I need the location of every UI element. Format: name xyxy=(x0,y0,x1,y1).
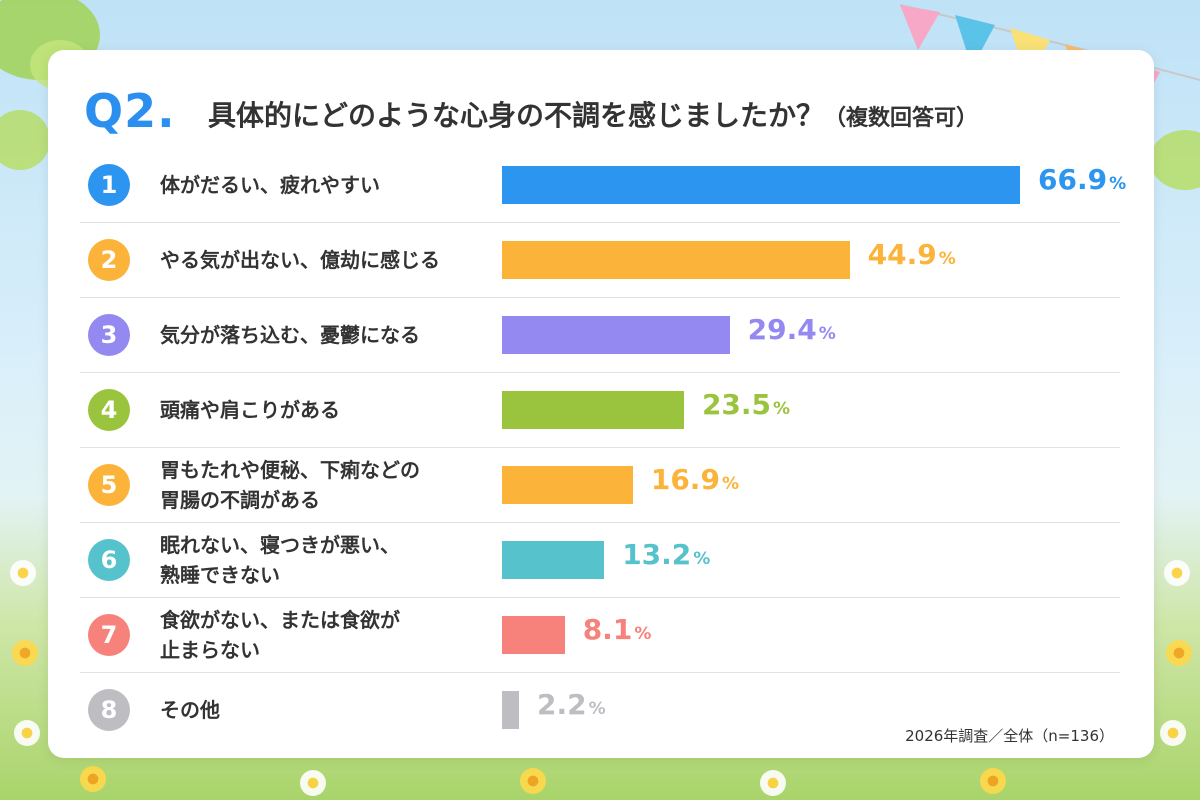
rank-badge: 7 xyxy=(88,614,130,656)
question-number: Q2. xyxy=(84,84,176,138)
flower-decoration xyxy=(520,768,546,794)
rank-badge: 1 xyxy=(88,164,130,206)
row-divider xyxy=(80,297,1120,298)
leaf-decoration xyxy=(0,110,50,170)
category-label: 食欲がない、または食欲が 止まらない xyxy=(160,607,400,662)
category-label: その他 xyxy=(160,697,220,722)
row-divider xyxy=(80,372,1120,373)
bar xyxy=(502,616,565,654)
survey-card: Q2. 具体的にどのような心身の不調を感じましたか？（複数回答可） 1 体がだるい… xyxy=(48,50,1154,758)
flower-decoration xyxy=(300,770,326,796)
row-divider xyxy=(80,672,1120,673)
flower-decoration xyxy=(1160,720,1186,746)
value-label: 13.2% xyxy=(622,538,711,571)
chart-row: 7 食欲がない、または食欲が 止まらない 8.1% xyxy=(80,597,1120,672)
value-label: 44.9% xyxy=(867,238,956,271)
chart-row: 1 体がだるい、疲れやすい 66.9% xyxy=(80,147,1126,222)
question-title: 具体的にどのような心身の不調を感じましたか？（複数回答可） xyxy=(208,94,978,134)
chart-row: 5 胃もたれや便秘、下痢などの 胃腸の不調がある 16.9% xyxy=(80,447,1120,522)
rank-badge: 4 xyxy=(88,389,130,431)
leaf-decoration xyxy=(1150,130,1200,190)
category-label: 気分が落ち込む、憂鬱になる xyxy=(160,322,420,347)
rank-badge: 5 xyxy=(88,464,130,506)
category-label: 頭痛や肩こりがある xyxy=(160,397,340,422)
category-label: やる気が出ない、億劫に感じる xyxy=(160,247,440,272)
category-label: 体がだるい、疲れやすい xyxy=(160,172,380,197)
bar xyxy=(502,466,633,504)
flower-decoration xyxy=(12,640,38,666)
chart-row: 8 その他 2.2% xyxy=(80,672,1120,747)
bar xyxy=(502,316,730,354)
bar xyxy=(502,166,1020,204)
value-label: 2.2% xyxy=(537,688,606,721)
value-label: 23.5% xyxy=(701,388,791,421)
flower-decoration xyxy=(14,720,40,746)
value-label: 29.4% xyxy=(747,313,836,346)
bar xyxy=(502,241,850,279)
chart-row: 2 やる気が出ない、億劫に感じる 44.9% xyxy=(80,222,1120,297)
flower-decoration xyxy=(1166,640,1192,666)
value-label: 66.9% xyxy=(1038,163,1127,196)
flower-decoration xyxy=(80,766,106,792)
rank-badge: 6 xyxy=(88,539,130,581)
survey-footnote: 2026年調査／全体（n=136） xyxy=(905,727,1114,745)
chart-row: 6 眠れない、寝つきが悪い、 熟睡できない 13.2% xyxy=(80,522,1120,597)
row-divider xyxy=(80,222,1120,223)
rank-badge: 2 xyxy=(88,239,130,281)
row-divider xyxy=(80,522,1120,523)
category-label: 眠れない、寝つきが悪い、 熟睡できない xyxy=(160,532,400,587)
flower-decoration xyxy=(980,768,1006,794)
question-note: （複数回答可） xyxy=(824,106,979,131)
flower-decoration xyxy=(10,560,36,586)
question-text: 具体的にどのような心身の不調を感じましたか？ xyxy=(208,99,825,132)
value-label: 8.1% xyxy=(582,613,652,646)
flower-decoration xyxy=(1164,560,1190,586)
row-divider xyxy=(80,447,1120,448)
category-label: 胃もたれや便秘、下痢などの 胃腸の不調がある xyxy=(160,457,420,512)
rank-badge: 3 xyxy=(88,314,130,356)
bar xyxy=(502,391,684,429)
chart-row: 3 気分が落ち込む、憂鬱になる 29.4% xyxy=(80,297,1120,372)
value-label: 16.9% xyxy=(650,463,739,496)
bar xyxy=(502,691,520,729)
row-divider xyxy=(80,597,1120,598)
chart-row: 4 頭痛や肩こりがある 23.5% xyxy=(80,372,1120,447)
flower-decoration xyxy=(760,770,786,796)
bar xyxy=(502,541,605,579)
rank-badge: 8 xyxy=(88,689,130,731)
